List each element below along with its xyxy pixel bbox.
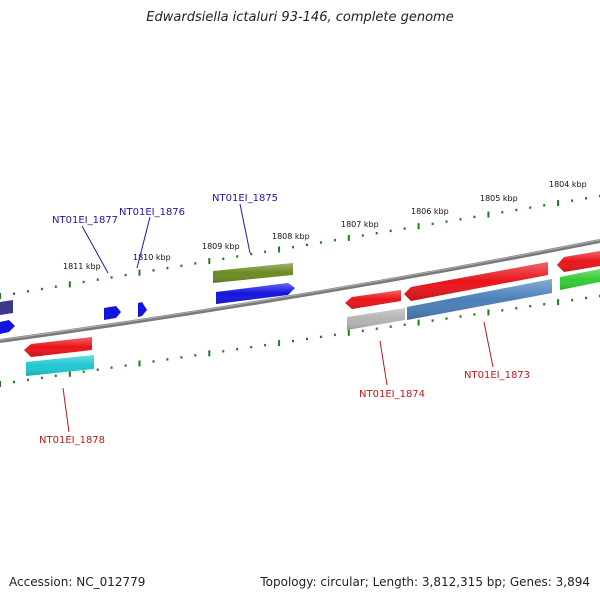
tick-label: 1811 kbp xyxy=(63,262,101,271)
tick-label: 1807 kbp xyxy=(341,220,379,229)
accession-text: Accession: NC_012779 xyxy=(9,575,146,589)
gene-label-nt01ei-1876[interactable]: NT01EI_1876 xyxy=(119,207,185,218)
feature-olive[interactable] xyxy=(213,263,293,283)
genome-stats-text: Topology: circular; Length: 3,812,315 bp… xyxy=(260,575,590,589)
genome-backbone xyxy=(0,239,600,343)
feature-blue-small-1[interactable] xyxy=(104,306,121,320)
gene-label-nt01ei-1873[interactable]: NT01EI_1873 xyxy=(464,370,530,381)
gene-label-nt01ei-1874[interactable]: NT01EI_1874 xyxy=(359,389,425,400)
gene-label-nt01ei-1878[interactable]: NT01EI_1878 xyxy=(39,435,105,446)
tick-label: 1804 kbp xyxy=(549,180,587,189)
feature-red-1874[interactable] xyxy=(345,290,401,309)
feature-red-right[interactable] xyxy=(557,251,600,272)
gene-labels: NT01EI_1873 NT01EI_1874 NT01EI_1875 NT01… xyxy=(39,193,530,446)
tick-label: 1808 kbp xyxy=(272,232,310,241)
feature-red-1873[interactable] xyxy=(404,262,548,301)
inner-tick-track xyxy=(0,294,600,387)
feature-grey[interactable] xyxy=(347,308,405,330)
feature-blue-edge[interactable] xyxy=(0,320,15,334)
feature-blue-small-2[interactable] xyxy=(138,302,147,317)
gene-label-nt01ei-1877[interactable]: NT01EI_1877 xyxy=(52,215,118,226)
gene-label-nt01ei-1875[interactable]: NT01EI_1875 xyxy=(212,193,278,204)
outer-tick-track xyxy=(0,194,600,299)
leader-lines xyxy=(62,203,494,433)
tick-labels: 1804 kbp 1805 kbp 1806 kbp 1807 kbp 1808… xyxy=(63,180,587,271)
feature-cyan[interactable] xyxy=(26,355,94,376)
tick-label: 1806 kbp xyxy=(411,207,449,216)
feature-steel[interactable] xyxy=(407,279,552,320)
tick-label: 1810 kbp xyxy=(133,253,171,262)
feature-navy-edge[interactable] xyxy=(0,300,13,315)
tick-label: 1805 kbp xyxy=(480,194,518,203)
feature-red-left[interactable] xyxy=(24,337,92,357)
feature-green[interactable] xyxy=(560,269,600,290)
feature-blue-large[interactable] xyxy=(216,283,295,304)
map-title: Edwardsiella ictaluri 93-146, complete g… xyxy=(146,10,454,25)
tick-label: 1809 kbp xyxy=(202,242,240,251)
